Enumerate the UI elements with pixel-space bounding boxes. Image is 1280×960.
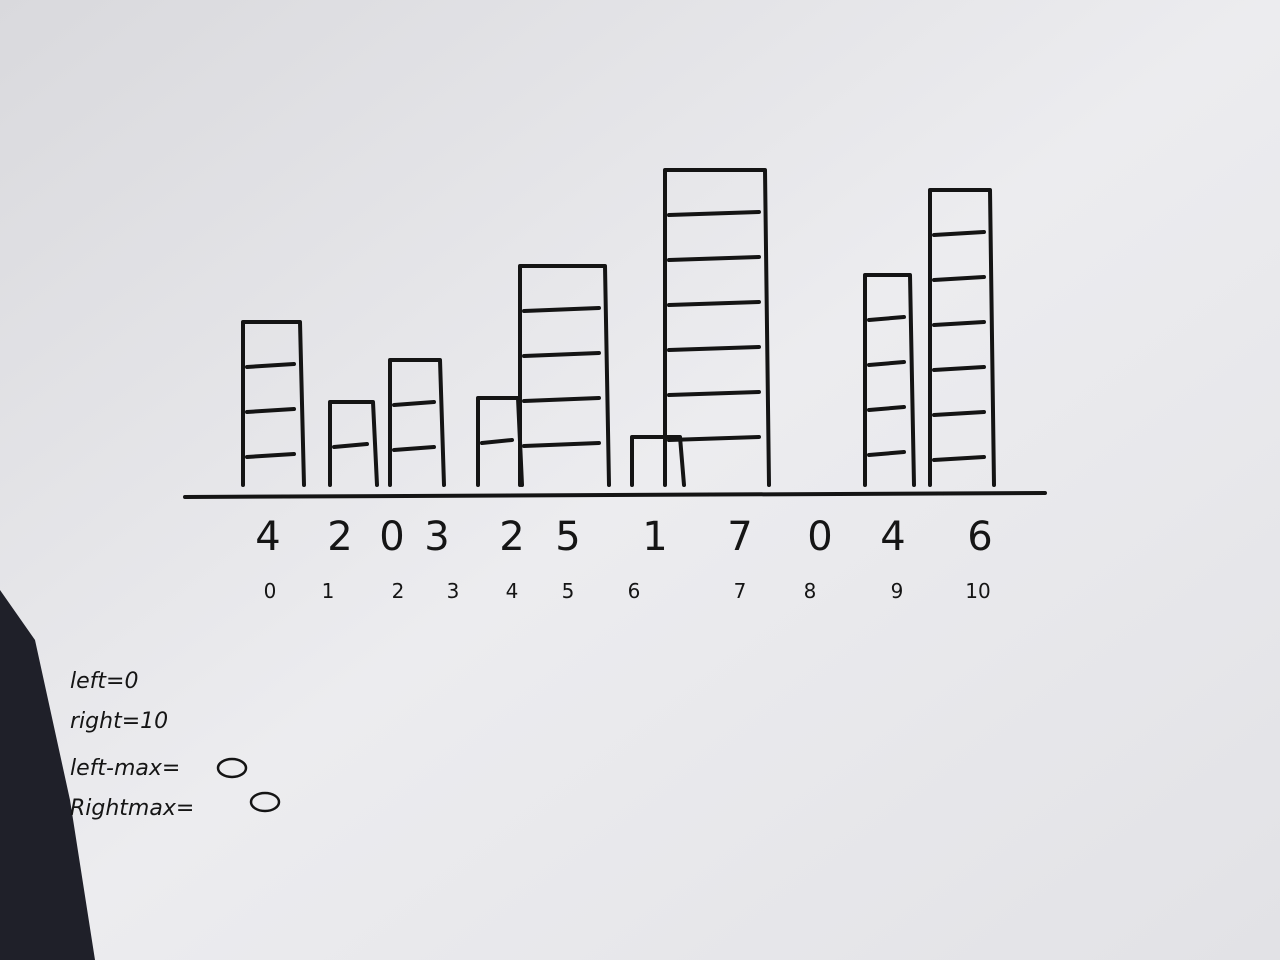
bar-rung <box>667 300 761 307</box>
bar-rung <box>245 362 296 369</box>
baseline <box>183 491 1047 499</box>
bar-rung <box>667 210 761 217</box>
bar-rung <box>522 351 601 358</box>
array-value: 7 <box>727 514 752 560</box>
bar-outline <box>630 435 686 487</box>
bar-rung <box>245 452 296 459</box>
bar-outline <box>241 320 306 487</box>
bar-rung <box>667 345 761 352</box>
array-index: 7 <box>734 579 747 603</box>
notes: left=0 right=10 left-max= Rightmax= <box>70 669 194 821</box>
bar-rung <box>667 435 761 442</box>
bar-rung <box>867 405 906 412</box>
array-value: 2 <box>327 514 352 560</box>
bar-rung <box>932 230 986 237</box>
note: left=0 <box>70 669 138 694</box>
array-index: 3 <box>447 579 460 603</box>
bar-rung <box>932 365 986 372</box>
array-index: 1 <box>322 579 335 603</box>
bar-rung <box>867 315 906 322</box>
array-value: 6 <box>967 514 992 560</box>
array-index: 2 <box>392 579 405 603</box>
bars <box>241 168 996 487</box>
bar-outline <box>388 358 446 487</box>
array-value: 1 <box>642 514 667 560</box>
bar-rung <box>522 306 601 313</box>
array-value: 2 <box>499 514 524 560</box>
bar-rung <box>867 360 906 367</box>
bar-rung <box>480 438 514 445</box>
array-index: 6 <box>628 579 641 603</box>
array-value: 0 <box>379 514 404 560</box>
note: Rightmax= <box>70 796 194 821</box>
array-labels: 4 2 0 3 2 5 1 7 0 4 60 1 2 3 4 5 6 7 8 9 10 <box>255 514 992 603</box>
bar-rung <box>667 390 761 397</box>
scribbles <box>216 757 281 813</box>
bar-rung <box>522 396 601 403</box>
bar-rung <box>932 410 986 417</box>
array-index: 9 <box>891 579 904 603</box>
array-value: 5 <box>555 514 580 560</box>
note: left-max= <box>70 756 180 781</box>
bar-outline <box>663 168 771 487</box>
bar-rung <box>392 445 436 452</box>
bar-rung <box>932 455 986 462</box>
array-index: 10 <box>965 579 990 603</box>
array-index: 8 <box>804 579 817 603</box>
array-index: 0 <box>264 579 277 603</box>
array-index: 5 <box>562 579 575 603</box>
bar-outline <box>863 273 916 487</box>
bar-rung <box>332 442 369 449</box>
bar-rung <box>667 255 761 262</box>
array-value: 3 <box>424 514 449 560</box>
bar-rung <box>522 441 601 448</box>
bar-rung <box>867 450 906 457</box>
bar-outline <box>928 188 996 487</box>
note: right=10 <box>70 709 168 734</box>
bar-outline <box>328 400 379 487</box>
bar-rung <box>245 407 296 414</box>
bar-outline <box>518 264 611 487</box>
array-index: 4 <box>506 579 519 603</box>
array-value: 4 <box>880 514 905 560</box>
array-value: 0 <box>807 514 832 560</box>
bar-rung <box>932 275 986 282</box>
bar-rung <box>392 400 436 407</box>
bar-rung <box>932 320 986 327</box>
array-value: 4 <box>255 514 280 560</box>
